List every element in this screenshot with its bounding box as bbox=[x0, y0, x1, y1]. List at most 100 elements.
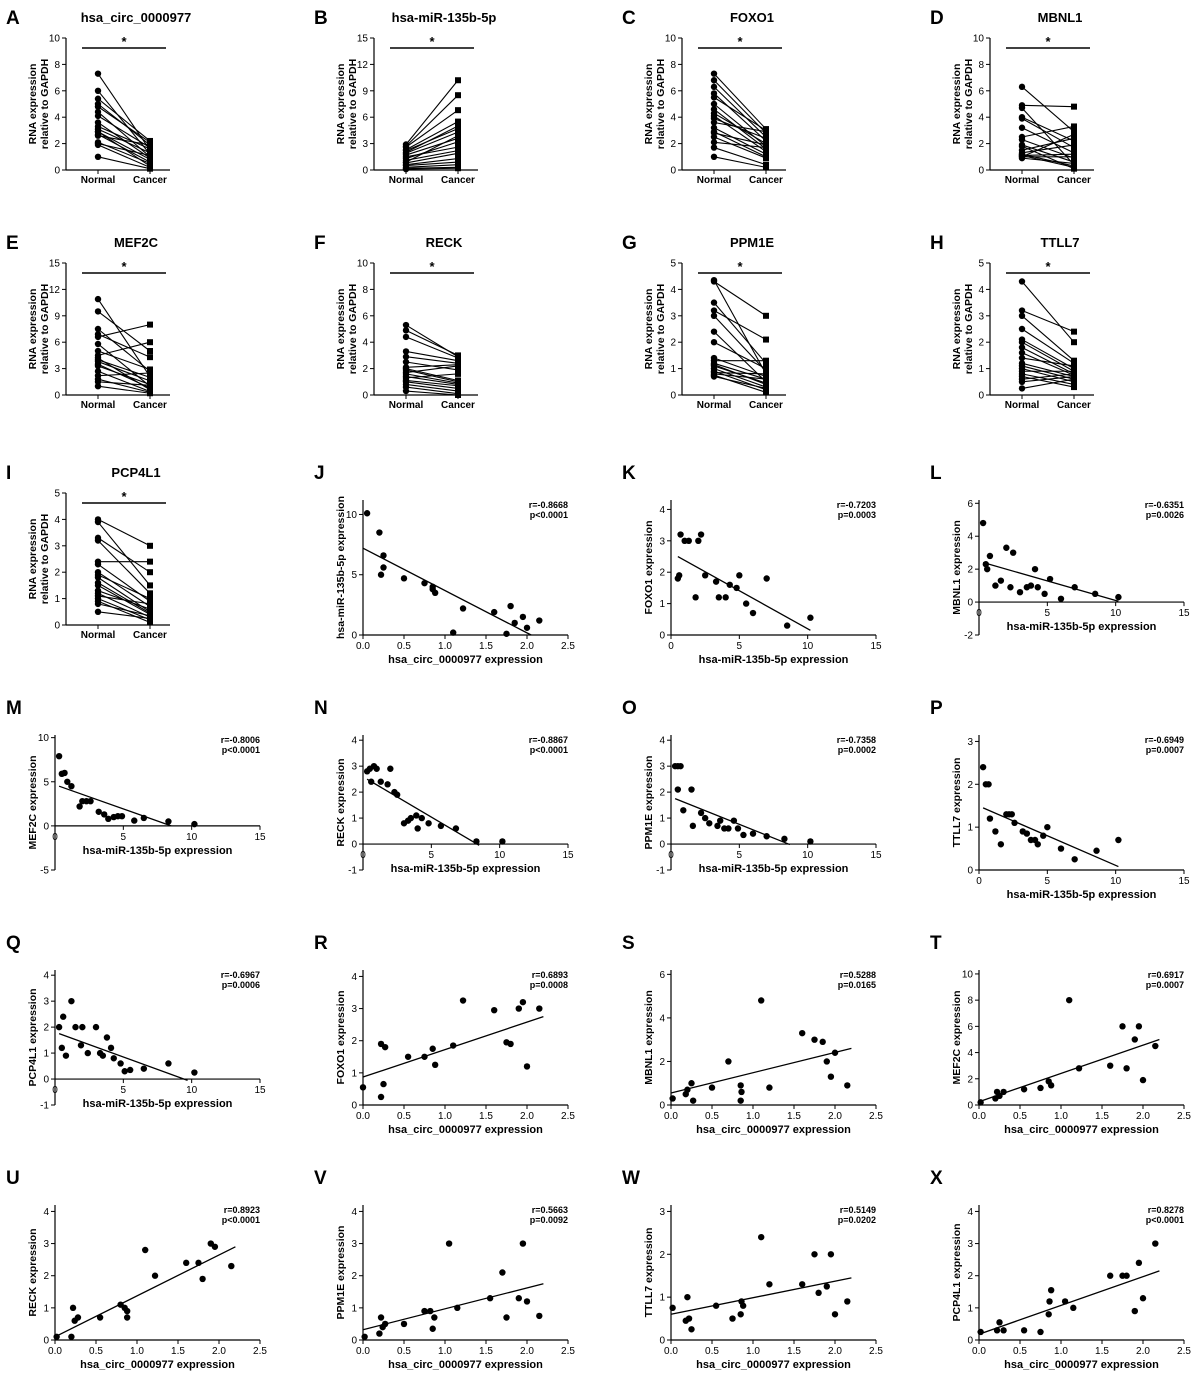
y-tick-label: 3 bbox=[967, 1239, 973, 1250]
pair-line bbox=[1021, 341, 1075, 372]
y-axis-label: MEF2C expression bbox=[951, 991, 963, 1085]
data-point bbox=[831, 1049, 839, 1056]
y-tick-label: 12 bbox=[49, 285, 61, 296]
normal-point bbox=[94, 362, 102, 370]
data-point bbox=[1045, 1311, 1052, 1318]
y-tick-label: 2 bbox=[362, 364, 368, 375]
cancer-point bbox=[147, 321, 153, 328]
pair-line bbox=[1021, 118, 1075, 149]
y-tick-label: 1 bbox=[43, 1049, 49, 1060]
pair-line bbox=[1021, 315, 1075, 362]
data-point bbox=[92, 1023, 100, 1031]
normal-point bbox=[94, 70, 102, 77]
normal-point bbox=[1018, 307, 1026, 314]
data-point bbox=[1027, 582, 1035, 589]
y-tick-label: 15 bbox=[357, 34, 369, 45]
cancer-point bbox=[1071, 339, 1077, 346]
data-point bbox=[536, 1312, 543, 1320]
cancer-point bbox=[455, 129, 461, 136]
data-point bbox=[499, 838, 506, 845]
p-value: p=0.0165 bbox=[838, 980, 876, 990]
pair-line bbox=[1021, 104, 1075, 108]
data-point bbox=[715, 594, 723, 601]
normal-point bbox=[94, 295, 102, 303]
data-point bbox=[87, 797, 94, 805]
x-tick-label: 0 bbox=[360, 850, 366, 861]
y-axis-label: RNA expressionrelative to GAPDH bbox=[335, 59, 359, 149]
x-tick-label: 15 bbox=[870, 850, 882, 861]
pair-line bbox=[1021, 145, 1075, 170]
data-point bbox=[688, 1080, 695, 1087]
y-axis-label: RECK expression bbox=[335, 758, 347, 846]
data-point bbox=[69, 1304, 77, 1312]
data-point bbox=[695, 537, 702, 545]
data-point bbox=[685, 537, 692, 545]
data-point bbox=[722, 594, 729, 601]
panel-letter: B bbox=[314, 8, 328, 29]
pair-line bbox=[713, 79, 767, 134]
cancer-point bbox=[147, 374, 153, 381]
y-tick-label: 0 bbox=[670, 166, 676, 177]
x-axis-label: hsa_circ_0000977 expression bbox=[1004, 1359, 1159, 1371]
r-value: r=-0.8867 bbox=[529, 735, 568, 745]
panel-f: F RECK 0 2 4 6 8 10 Normal Cancer RNA expressionre… bbox=[314, 233, 478, 411]
pair-line bbox=[97, 365, 151, 385]
data-point bbox=[1071, 856, 1078, 863]
cancer-point bbox=[1071, 372, 1077, 379]
data-point bbox=[384, 781, 391, 788]
p-value: p<0.0001 bbox=[222, 745, 260, 755]
x-tick-label: 1.0 bbox=[130, 1346, 144, 1357]
y-tick-label: -5 bbox=[40, 866, 49, 877]
regression-line bbox=[362, 547, 532, 636]
cancer-point bbox=[455, 155, 461, 162]
pair-line bbox=[405, 79, 459, 145]
pair-line bbox=[97, 333, 151, 358]
x-tick-label: 2.5 bbox=[561, 1111, 575, 1122]
data-point bbox=[985, 781, 992, 788]
regression-line bbox=[366, 778, 480, 846]
x-tick-label: 1.5 bbox=[479, 641, 493, 652]
pair-line bbox=[405, 356, 459, 364]
y-tick-label: 0 bbox=[659, 840, 665, 851]
panel-letter: U bbox=[6, 1168, 20, 1189]
pair-line bbox=[405, 94, 459, 147]
y-tick-label: 2 bbox=[351, 788, 357, 799]
y-tick-label: 4 bbox=[659, 1013, 665, 1024]
cancer-point bbox=[455, 150, 461, 157]
data-point bbox=[450, 629, 457, 636]
data-point bbox=[669, 1095, 676, 1102]
data-point bbox=[425, 820, 432, 827]
y-axis-label: MEF2C expression bbox=[27, 756, 39, 850]
data-point bbox=[1131, 1036, 1138, 1043]
normal-point bbox=[94, 308, 102, 315]
pair-line bbox=[713, 315, 767, 372]
cancer-point bbox=[763, 164, 769, 171]
y-tick-label: 0 bbox=[43, 821, 49, 832]
normal-point bbox=[94, 378, 102, 385]
pair-line bbox=[97, 106, 151, 143]
r-value: r=-0.6351 bbox=[1145, 500, 1184, 510]
y-tick-label: -1 bbox=[348, 866, 357, 877]
cancer-point bbox=[147, 339, 153, 346]
panel-letter: X bbox=[930, 1168, 943, 1189]
cancer-point bbox=[763, 336, 769, 343]
y-tick-label: 1 bbox=[967, 823, 973, 834]
data-point bbox=[431, 1061, 439, 1069]
x-tick-label: 2.5 bbox=[869, 1111, 883, 1122]
data-point bbox=[191, 1069, 198, 1076]
x-tick-label: 10 bbox=[494, 850, 506, 861]
cancer-point bbox=[455, 366, 461, 373]
category-label: Cancer bbox=[133, 400, 167, 411]
data-point bbox=[697, 531, 705, 538]
pair-line bbox=[405, 364, 459, 368]
panel-d: D MBNL1 0 2 4 6 8 10 Normal Cancer RNA expressionr… bbox=[930, 8, 1094, 186]
pair-line bbox=[713, 373, 767, 380]
data-point bbox=[499, 1269, 506, 1276]
panel-letter: G bbox=[622, 233, 637, 254]
panel-letter: W bbox=[622, 1168, 640, 1189]
data-point bbox=[68, 782, 75, 790]
data-point bbox=[414, 825, 421, 832]
pair-line bbox=[97, 385, 151, 394]
